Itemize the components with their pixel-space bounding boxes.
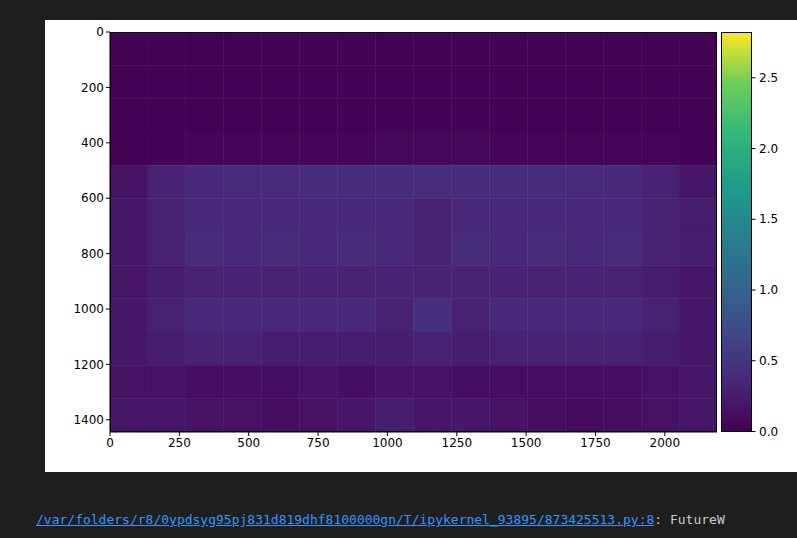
- svg-text:1400: 1400: [73, 413, 104, 427]
- svg-text:1200: 1200: [73, 358, 104, 372]
- svg-text:1000: 1000: [372, 436, 403, 450]
- svg-text:750: 750: [307, 436, 330, 450]
- svg-text:0: 0: [106, 436, 114, 450]
- svg-text:2.5: 2.5: [759, 71, 778, 85]
- svg-text:200: 200: [81, 81, 104, 95]
- svg-text:800: 800: [81, 247, 104, 261]
- svg-text:1750: 1750: [580, 436, 611, 450]
- svg-text:1250: 1250: [442, 436, 473, 450]
- svg-text:1500: 1500: [511, 436, 542, 450]
- svg-text:500: 500: [237, 436, 260, 450]
- svg-text:600: 600: [81, 191, 104, 205]
- svg-text:1000: 1000: [73, 302, 104, 316]
- svg-text:0.0: 0.0: [759, 425, 778, 439]
- svg-text:400: 400: [81, 136, 104, 150]
- svg-text:1.5: 1.5: [759, 212, 778, 226]
- svg-text:2000: 2000: [650, 436, 681, 450]
- svg-text:2.0: 2.0: [759, 142, 778, 156]
- svg-text:0.5: 0.5: [759, 354, 778, 368]
- svg-text:1.0: 1.0: [759, 283, 778, 297]
- svg-text:0: 0: [96, 25, 104, 39]
- html-text:/var/folders/r8/0ypdsyg95pj831: /var/folders/r8/0ypdsyg95pj831d819dhf810…: [36, 512, 725, 527]
- svg-text:250: 250: [168, 436, 191, 450]
